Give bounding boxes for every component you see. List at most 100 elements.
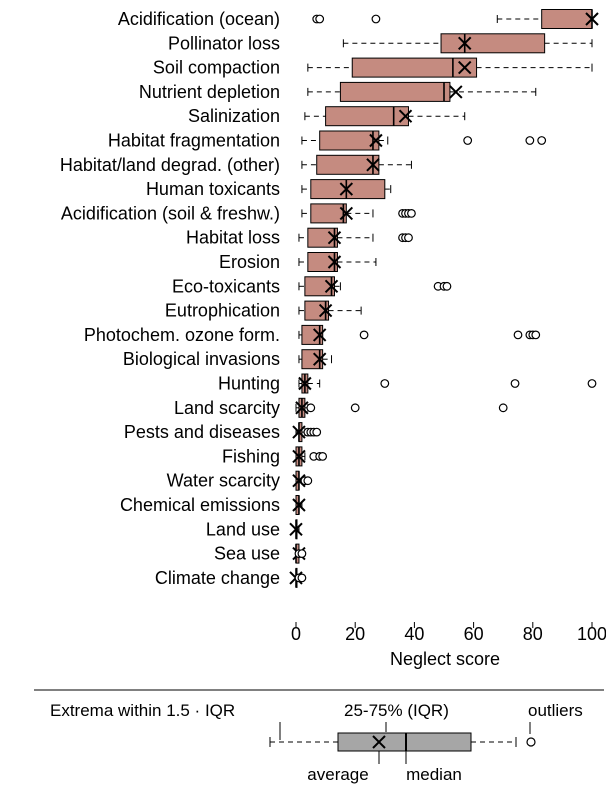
boxplot-row: [301, 154, 412, 175]
iqr-box: [304, 300, 330, 321]
boxplot-row: [298, 373, 597, 394]
iqr-box: [301, 324, 324, 345]
boxplot-row: [295, 397, 508, 418]
outlier-point: [510, 379, 520, 388]
mean-marker: [449, 85, 463, 99]
category-label: Sea use: [214, 544, 280, 564]
category-label: Erosion: [219, 252, 280, 272]
mean-marker: [458, 60, 472, 75]
boxplot-row: [292, 446, 328, 467]
legend: Extrema within 1.5 · IQR 25-75% (IQR) ou…: [50, 701, 583, 784]
category-label: Eutrophication: [165, 301, 280, 321]
boxplot-row: [312, 9, 599, 29]
boxplot-row: [289, 567, 307, 588]
legend-outliers-label: outliers: [528, 701, 583, 720]
boxplot-row: [298, 324, 541, 345]
boxplot-row: [292, 422, 322, 443]
outlier-point: [297, 573, 307, 583]
boxplot-row: [298, 252, 377, 272]
outlier-point: [463, 136, 473, 145]
mean-marker: [295, 401, 309, 415]
x-tick-label: 80: [523, 624, 543, 644]
category-label: Water scarcity: [167, 471, 280, 491]
mean-marker: [458, 36, 472, 51]
boxplot-row: [292, 470, 313, 491]
legend-iqr-box: [337, 732, 472, 752]
category-label: Land use: [206, 519, 280, 539]
mean-marker: [312, 328, 327, 342]
legend-median-label: median: [406, 765, 462, 784]
mean-marker: [366, 158, 380, 172]
legend-average-label: average: [307, 765, 368, 784]
outlier-point: [525, 136, 535, 145]
category-label: Hunting: [218, 374, 280, 394]
boxplot-row: [292, 495, 306, 515]
category-label: Habitat loss: [186, 228, 280, 248]
boxplot-row: [292, 543, 307, 564]
category-label: Biological invasions: [123, 349, 280, 369]
mean-marker: [292, 449, 306, 464]
mean-marker: [312, 352, 327, 366]
outlier-point: [315, 14, 325, 24]
boxplot-row: [298, 300, 362, 321]
boxplot-row: [301, 179, 392, 200]
outlier-point: [404, 233, 413, 243]
outlier-point: [537, 136, 547, 145]
iqr-box: [541, 9, 593, 29]
outlier-point: [380, 379, 390, 388]
iqr-box: [301, 349, 324, 370]
iqr-box: [319, 130, 380, 151]
iqr-box: [339, 81, 451, 102]
category-label: Nutrient depletion: [139, 82, 280, 102]
outlier-point: [359, 330, 369, 340]
iqr-box: [307, 252, 338, 272]
legend-outlier-marker: [526, 737, 536, 747]
x-tick-label: 40: [404, 624, 424, 644]
mean-marker: [339, 182, 354, 196]
mean-marker: [398, 109, 413, 123]
x-tick-label: 0: [291, 624, 301, 644]
iqr-box: [310, 179, 386, 200]
category-label: Habitat fragmentation: [108, 131, 280, 151]
outlier-point: [350, 403, 360, 413]
iqr-box: [304, 276, 335, 297]
x-tick-label: 100: [577, 624, 606, 644]
category-label: Soil compaction: [153, 58, 280, 78]
outlier-point: [513, 330, 523, 340]
mean-marker: [292, 498, 306, 512]
legend-extrema-label: Extrema within 1.5 · IQR: [50, 701, 235, 720]
category-label: Habitat/land degrad. (other): [60, 155, 280, 175]
mean-marker: [298, 376, 312, 391]
mean-marker: [324, 279, 339, 294]
x-axis-title: Neglect score: [390, 649, 500, 669]
category-labels: Acidification (ocean) Pollinator loss Soil…: [60, 9, 280, 588]
x-axis: 0 20 40 60 80 100: [291, 622, 606, 644]
category-label: Eco-toxicants: [172, 276, 280, 296]
boxplot-row: [304, 106, 466, 127]
category-label: Land scarcity: [174, 398, 280, 418]
boxplot-row: [301, 203, 416, 224]
mean-marker: [369, 133, 383, 148]
boxplot-row: [307, 57, 593, 78]
boxplot-row: [289, 519, 303, 540]
category-label: Salinization: [188, 106, 280, 126]
legend-iqr-label: 25-75% (IQR): [344, 701, 449, 720]
category-label: Pests and diseases: [124, 422, 280, 442]
category-label: Pollinator loss: [168, 33, 280, 53]
mean-marker: [339, 206, 354, 221]
iqr-box: [307, 227, 338, 248]
mean-marker: [318, 303, 333, 318]
boxplot-row: [301, 130, 547, 151]
category-label: Photochem. ozone form.: [84, 325, 280, 345]
boxplot-rows: [289, 9, 599, 588]
mean-marker: [292, 473, 306, 488]
mean-marker: [585, 12, 599, 26]
mean-marker: [289, 522, 303, 537]
category-label: Human toxicants: [146, 179, 280, 199]
outlier-point: [498, 403, 508, 413]
legend-average-marker: [372, 735, 386, 749]
outlier-point: [303, 476, 313, 486]
boxplot-row: [298, 227, 413, 248]
boxplot-row: [298, 276, 452, 297]
